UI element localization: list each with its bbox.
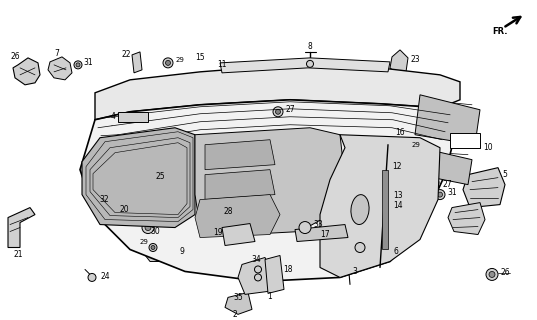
- Text: 35: 35: [233, 293, 243, 302]
- Text: 5: 5: [503, 170, 507, 179]
- Polygon shape: [13, 58, 40, 85]
- Circle shape: [76, 63, 80, 67]
- Text: 4: 4: [111, 112, 115, 121]
- Text: 25: 25: [155, 172, 165, 181]
- Text: 29: 29: [411, 142, 420, 148]
- Polygon shape: [205, 170, 275, 200]
- Text: 18: 18: [283, 265, 293, 274]
- Circle shape: [486, 268, 498, 280]
- Polygon shape: [450, 133, 480, 148]
- Polygon shape: [418, 148, 472, 185]
- Circle shape: [386, 252, 390, 257]
- Polygon shape: [80, 100, 460, 281]
- Polygon shape: [118, 112, 148, 122]
- Text: 14: 14: [393, 201, 403, 210]
- Circle shape: [255, 266, 262, 273]
- Text: 27: 27: [442, 180, 452, 189]
- Circle shape: [273, 107, 283, 117]
- Text: 29: 29: [176, 57, 184, 63]
- Circle shape: [435, 190, 445, 200]
- Polygon shape: [220, 58, 390, 73]
- Circle shape: [394, 139, 402, 147]
- Text: 13: 13: [393, 191, 403, 200]
- Circle shape: [142, 221, 154, 234]
- Text: 1: 1: [267, 292, 272, 301]
- Circle shape: [88, 274, 96, 281]
- Circle shape: [215, 210, 221, 216]
- Polygon shape: [82, 128, 195, 228]
- Polygon shape: [415, 95, 480, 145]
- Text: 3: 3: [353, 267, 358, 276]
- Circle shape: [431, 179, 439, 187]
- Text: 26: 26: [10, 52, 20, 61]
- Text: 31: 31: [83, 58, 93, 68]
- Circle shape: [163, 58, 173, 68]
- Text: 27: 27: [285, 105, 295, 114]
- Text: 15: 15: [195, 53, 205, 62]
- Polygon shape: [95, 65, 460, 120]
- Text: FR.: FR.: [492, 28, 508, 36]
- Circle shape: [489, 271, 495, 277]
- Text: 26: 26: [500, 268, 510, 277]
- Polygon shape: [238, 258, 272, 294]
- Circle shape: [383, 250, 393, 260]
- Circle shape: [355, 243, 365, 252]
- Text: 21: 21: [13, 250, 23, 259]
- Ellipse shape: [351, 195, 369, 225]
- Circle shape: [166, 172, 178, 184]
- Text: 12: 12: [392, 162, 402, 171]
- Text: 7: 7: [55, 49, 60, 58]
- Polygon shape: [128, 203, 160, 229]
- Text: 11: 11: [217, 60, 227, 69]
- Polygon shape: [195, 128, 345, 235]
- Circle shape: [165, 60, 171, 65]
- Text: 31: 31: [447, 188, 457, 197]
- Circle shape: [275, 109, 280, 114]
- Polygon shape: [195, 195, 280, 237]
- Text: 8: 8: [308, 43, 313, 52]
- Polygon shape: [225, 292, 252, 314]
- Text: 20: 20: [119, 205, 129, 214]
- Circle shape: [145, 225, 151, 230]
- Text: 17: 17: [320, 230, 330, 239]
- Polygon shape: [8, 208, 35, 247]
- Polygon shape: [222, 224, 255, 245]
- Text: 10: 10: [483, 143, 493, 152]
- Polygon shape: [320, 135, 440, 277]
- Text: 29: 29: [140, 238, 148, 244]
- Circle shape: [255, 274, 262, 281]
- Text: 6: 6: [394, 247, 398, 256]
- Text: 28: 28: [223, 207, 233, 216]
- Polygon shape: [265, 255, 284, 293]
- Text: 16: 16: [395, 128, 405, 137]
- Polygon shape: [382, 170, 388, 250]
- Circle shape: [149, 244, 157, 252]
- Text: 32: 32: [99, 195, 109, 204]
- Text: 19: 19: [213, 228, 223, 237]
- Polygon shape: [132, 52, 142, 73]
- Circle shape: [74, 61, 82, 69]
- Polygon shape: [390, 50, 408, 75]
- Circle shape: [151, 245, 155, 250]
- Circle shape: [438, 192, 442, 197]
- Polygon shape: [108, 196, 130, 218]
- Circle shape: [299, 221, 311, 234]
- Text: 22: 22: [121, 50, 130, 60]
- Text: 33: 33: [313, 220, 323, 229]
- Circle shape: [169, 175, 175, 180]
- Polygon shape: [48, 57, 72, 80]
- Circle shape: [307, 60, 314, 68]
- Polygon shape: [295, 225, 348, 242]
- Text: 2: 2: [233, 310, 237, 319]
- Polygon shape: [143, 239, 175, 261]
- Circle shape: [212, 207, 224, 219]
- Polygon shape: [205, 140, 275, 170]
- Text: 9: 9: [179, 247, 184, 256]
- Text: 23: 23: [410, 55, 420, 64]
- Polygon shape: [448, 203, 485, 235]
- Text: 24: 24: [100, 272, 110, 281]
- Text: 34: 34: [251, 255, 261, 264]
- Polygon shape: [463, 168, 505, 208]
- Text: 30: 30: [150, 227, 160, 236]
